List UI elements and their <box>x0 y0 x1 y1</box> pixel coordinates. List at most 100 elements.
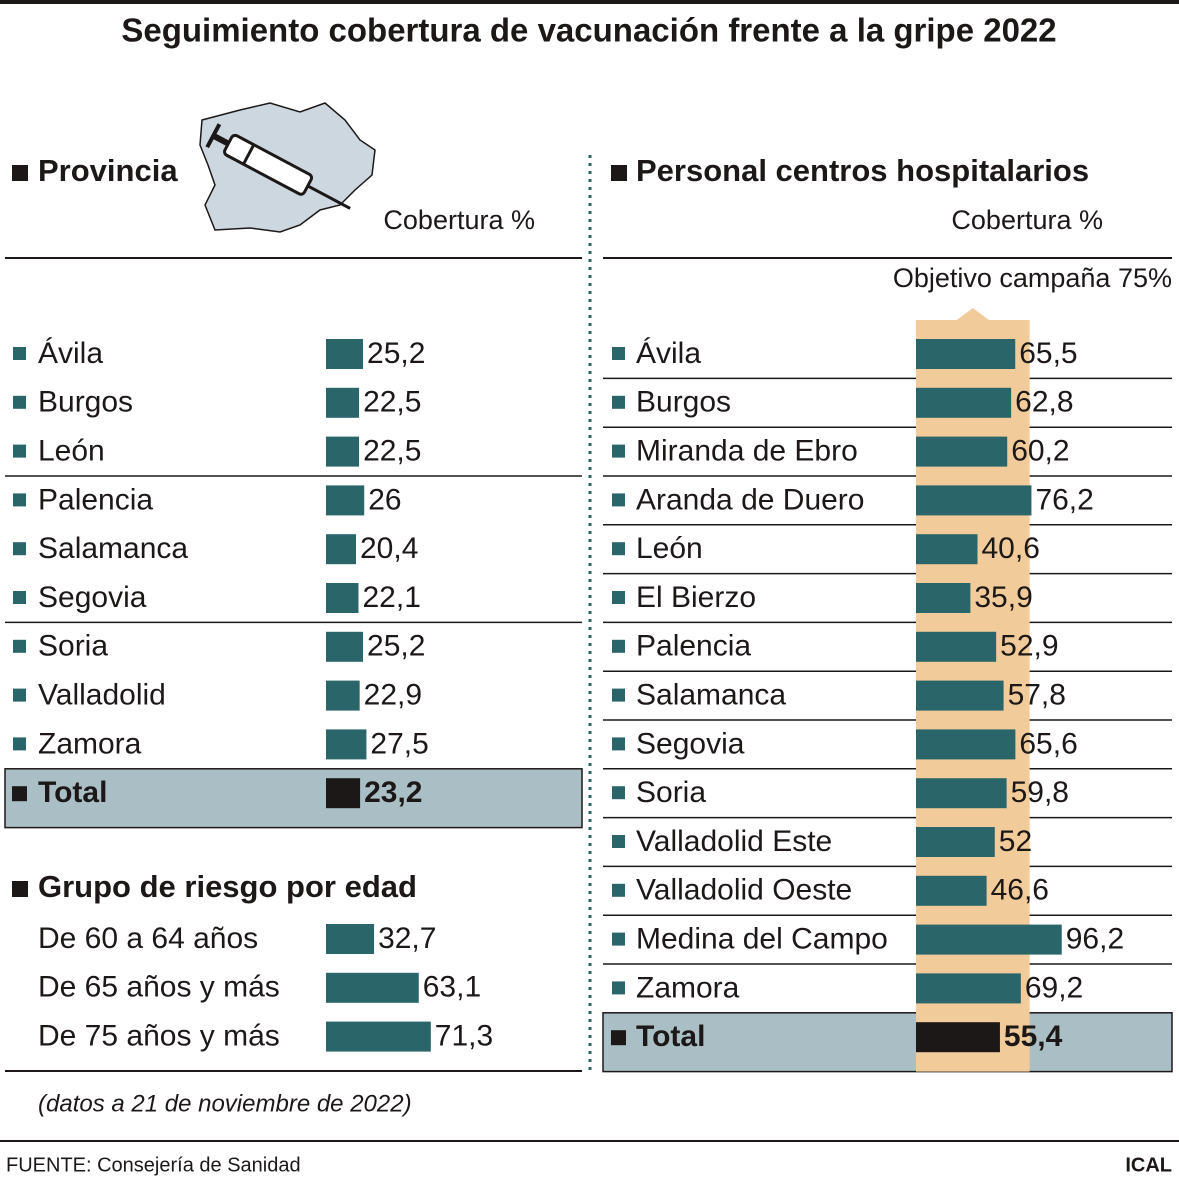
row-bullet <box>13 347 26 360</box>
bar <box>916 875 987 906</box>
bar <box>916 583 971 613</box>
row-label: Ávila <box>38 337 103 370</box>
value-label: 62,8 <box>1015 386 1073 419</box>
row-label: De 60 a 64 años <box>38 922 258 955</box>
bar <box>326 339 364 369</box>
value-label: 65,5 <box>1019 337 1077 370</box>
row-label: Aranda de Duero <box>636 483 865 516</box>
row-bullet <box>612 835 625 848</box>
row-bullet <box>612 591 625 604</box>
bar <box>326 387 360 418</box>
credit: ICAL <box>1125 1154 1172 1176</box>
section-title: Provincia <box>38 153 178 188</box>
row-label: Soria <box>38 630 108 663</box>
bar <box>326 534 356 565</box>
note: (datos a 21 de noviembre de 2022) <box>38 1090 412 1117</box>
value-label: 59,8 <box>1011 776 1069 809</box>
row-bullet <box>611 1030 626 1046</box>
row-bullet <box>612 493 625 507</box>
source: FUENTE: Consejería de Sanidad <box>6 1154 301 1176</box>
value-label: 55,4 <box>1004 1020 1063 1053</box>
row-bullet <box>612 395 625 409</box>
bar <box>916 680 1004 711</box>
value-label: 76,2 <box>1035 483 1093 516</box>
axis-label: Cobertura % <box>383 205 535 235</box>
bar <box>916 485 1032 516</box>
row-label: De 65 años y más <box>38 971 280 1004</box>
bar <box>916 778 1007 809</box>
row-label: Total <box>38 776 107 809</box>
row-bullet <box>612 347 625 360</box>
row-bullet <box>612 444 625 458</box>
value-label: 52 <box>999 825 1032 858</box>
row-label: León <box>636 532 703 565</box>
row-label: De 75 años y más <box>38 1020 280 1053</box>
row-label: Valladolid Oeste <box>636 874 852 907</box>
bar <box>326 583 359 613</box>
bar <box>326 1021 431 1052</box>
row-bullet <box>612 932 625 946</box>
row-label: Segovia <box>636 727 745 760</box>
section-bullet <box>611 165 627 181</box>
row-bullet <box>13 395 26 409</box>
bar <box>326 436 360 467</box>
row-label: Ávila <box>636 337 701 370</box>
row-bullet <box>612 786 625 800</box>
row-bullet <box>612 639 625 653</box>
bar <box>326 729 367 760</box>
value-label: 57,8 <box>1008 679 1066 712</box>
bar <box>916 1022 1000 1053</box>
value-label: 63,1 <box>423 971 481 1004</box>
bar <box>916 339 1016 369</box>
bar <box>916 631 997 662</box>
row-bullet <box>612 883 625 897</box>
bar <box>326 972 419 1003</box>
value-label: 26 <box>368 483 401 516</box>
row-bullet <box>13 542 26 556</box>
row-label: Burgos <box>38 386 133 419</box>
value-label: 22,5 <box>363 435 421 468</box>
section-bullet <box>12 165 28 181</box>
row-label: Zamora <box>38 727 142 760</box>
row-bullet <box>612 542 625 556</box>
row-bullet <box>13 591 26 604</box>
value-label: 52,9 <box>1000 630 1058 663</box>
row-bullet <box>13 688 26 702</box>
value-label: 22,5 <box>363 386 421 419</box>
row-label: Salamanca <box>38 532 188 565</box>
bar <box>326 631 364 662</box>
row-label: León <box>38 435 105 468</box>
total-box <box>602 1012 1173 1073</box>
section-title: Grupo de riesgo por edad <box>38 869 417 904</box>
axis-label: Cobertura % <box>951 205 1103 235</box>
row-label: Segovia <box>38 581 147 614</box>
value-label: 32,7 <box>378 922 436 955</box>
value-label: 35,9 <box>974 581 1032 614</box>
top-rule <box>0 0 1179 4</box>
value-label: 20,4 <box>360 532 418 565</box>
value-label: 40,6 <box>982 532 1040 565</box>
bar <box>916 534 978 565</box>
bar <box>326 924 375 954</box>
row-label: Salamanca <box>636 679 786 712</box>
value-label: 25,2 <box>367 630 425 663</box>
bar <box>916 387 1012 418</box>
row-label: Valladolid <box>38 679 166 712</box>
value-label: 65,6 <box>1019 727 1077 760</box>
title: Seguimiento cobertura de vacunación fren… <box>121 12 1056 49</box>
target-notch <box>956 308 989 320</box>
row-bullet <box>612 737 625 751</box>
value-label: 46,6 <box>991 874 1049 907</box>
row-bullet <box>13 493 26 507</box>
value-label: 71,3 <box>435 1020 493 1053</box>
value-label: 22,9 <box>364 679 422 712</box>
row-label: El Bierzo <box>636 581 756 614</box>
bar <box>916 827 995 857</box>
row-label: Palencia <box>636 630 751 663</box>
map-icon <box>199 102 376 233</box>
bar <box>916 924 1062 955</box>
value-label: 96,2 <box>1066 923 1124 956</box>
row-label: Valladolid Este <box>636 825 832 858</box>
value-label: 22,1 <box>362 581 420 614</box>
